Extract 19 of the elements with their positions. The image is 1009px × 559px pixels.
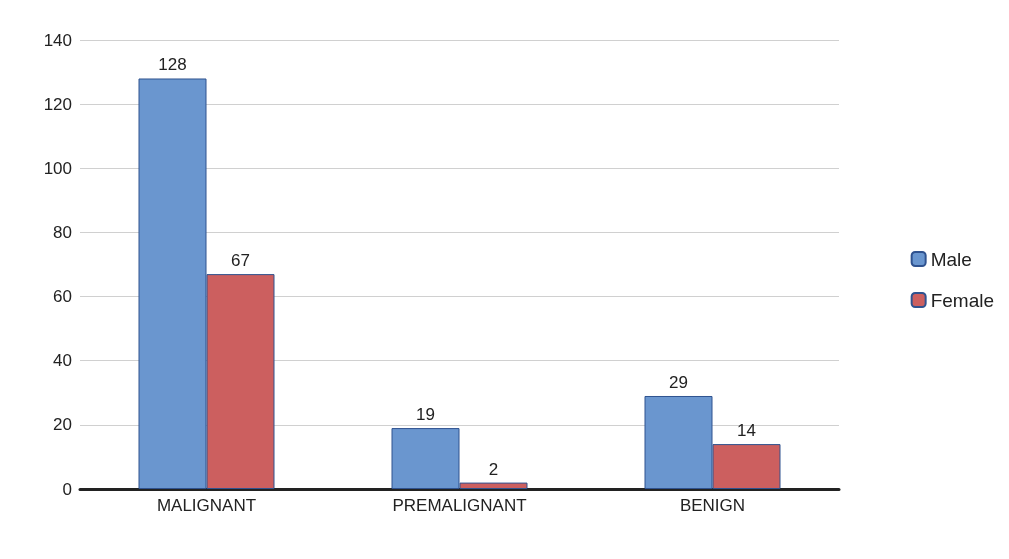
legend-label: Female	[930, 289, 994, 311]
data-label: 2	[488, 459, 499, 479]
y-tick-label: 100	[43, 158, 72, 178]
y-tick-label: 60	[53, 287, 72, 307]
y-tick-label: 20	[53, 415, 72, 435]
y-tick-label: 140	[43, 30, 72, 50]
data-label: 19	[416, 405, 435, 425]
y-tick-label: 120	[43, 94, 72, 114]
data-label: 14	[737, 421, 756, 441]
data-label: 29	[669, 372, 688, 392]
data-label: 128	[158, 55, 187, 75]
x-tick-label: MALIGNANT	[156, 496, 257, 515]
x-tick-label: PREMALIGNANT	[392, 496, 527, 515]
legend-label: Male	[930, 248, 972, 270]
y-tick-label: 40	[53, 351, 72, 371]
y-tick-label: 80	[53, 222, 72, 242]
data-label: 67	[231, 251, 250, 271]
y-tick-label: 0	[62, 479, 72, 499]
x-tick-label: BENIGN	[679, 496, 746, 515]
